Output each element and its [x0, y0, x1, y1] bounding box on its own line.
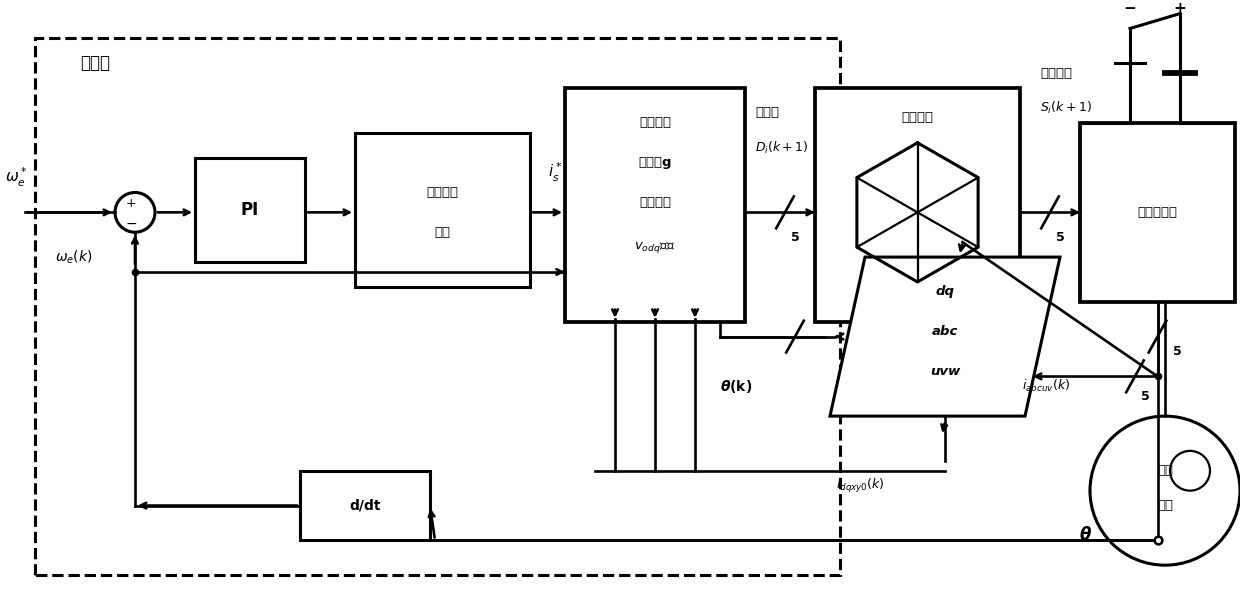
Text: 5: 5 [1173, 345, 1182, 358]
Text: dq: dq [935, 286, 955, 298]
Bar [565, 88, 745, 322]
Text: 控制器: 控制器 [81, 54, 110, 72]
Text: $\boldsymbol{\theta}$(k): $\boldsymbol{\theta}$(k) [720, 378, 753, 395]
Text: abc: abc [931, 325, 959, 338]
Text: −: − [1123, 1, 1136, 16]
Text: +: + [125, 197, 136, 210]
Text: $v_{odq}$限幅: $v_{odq}$限幅 [635, 240, 676, 255]
Bar [300, 471, 430, 540]
Text: $S_i(k+1)$: $S_i(k+1)$ [1040, 100, 1092, 116]
Text: d/dt: d/dt [350, 499, 381, 512]
Bar [1080, 123, 1235, 302]
Text: 容错预测: 容错预测 [639, 117, 671, 130]
Text: 模型、g: 模型、g [639, 156, 672, 169]
Text: 六相变频器: 六相变频器 [1137, 206, 1178, 219]
Text: 5: 5 [1141, 390, 1149, 403]
Bar [355, 133, 529, 287]
Text: $\omega_e(k)$: $\omega_e(k)$ [55, 248, 93, 266]
Text: $i_{dqxy0}(k)$: $i_{dqxy0}(k)$ [836, 477, 884, 494]
Text: −: − [125, 217, 136, 231]
Text: 5: 5 [791, 231, 800, 244]
Text: uvw: uvw [930, 365, 960, 378]
Text: $\omega_e^*$: $\omega_e^*$ [5, 166, 27, 189]
Bar [815, 88, 1021, 322]
Text: 参考电流: 参考电流 [427, 186, 459, 199]
Text: 5: 5 [1055, 231, 1064, 244]
Text: $i_s^*$: $i_s^*$ [548, 161, 562, 184]
Text: +: + [1173, 1, 1187, 16]
Text: PI: PI [241, 201, 259, 219]
Text: 占空比: 占空比 [755, 107, 779, 120]
Text: 控制: 控制 [434, 226, 450, 239]
Text: 电机: 电机 [1157, 499, 1173, 512]
Text: $\boldsymbol{\theta}$: $\boldsymbol{\theta}$ [1079, 527, 1091, 544]
Text: 极小值、: 极小值、 [639, 196, 671, 209]
Bar [195, 158, 305, 262]
Text: 开关信号: 开关信号 [1040, 67, 1073, 80]
Text: $D_i(k+1)$: $D_i(k+1)$ [755, 140, 808, 156]
Text: $i_{abcuv}(k)$: $i_{abcuv}(k)$ [1022, 378, 1070, 394]
Text: 六相: 六相 [1157, 464, 1173, 477]
Polygon shape [830, 257, 1060, 416]
Text: 调制模块: 调制模块 [901, 111, 934, 124]
